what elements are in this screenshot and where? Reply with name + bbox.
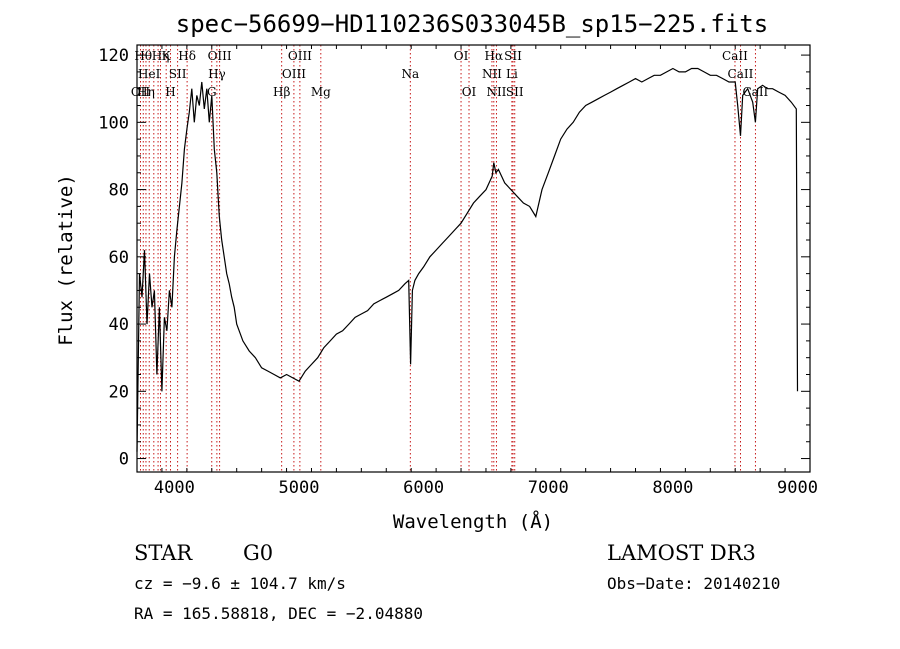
line-marker-label: OI — [454, 49, 469, 63]
line-marker-label: HeI — [138, 67, 161, 81]
y-tick-label: 60 — [109, 248, 129, 268]
line-marker-label: NII — [482, 67, 502, 81]
y-tick-label: 100 — [98, 113, 129, 133]
line-marker-label: Hθ — [134, 49, 152, 63]
line-marker-label: Hη — [152, 49, 170, 63]
line-marker-label: OI — [462, 85, 477, 99]
line-marker-label: Hβ — [273, 85, 290, 99]
axis-ticks: 4000 5000 6000 7000 8000 9000 0 20 40 60 80 100 120 — [98, 45, 818, 498]
line-marker-label: OIII — [208, 49, 232, 63]
x-tick-label: 5000 — [279, 478, 320, 498]
line-marker-label: Hη — [137, 85, 155, 99]
plot-frame — [136, 44, 811, 473]
line-marker-label: H — [165, 85, 175, 99]
line-markers — [140, 45, 756, 472]
line-marker-label: CaII — [728, 67, 754, 81]
y-tick-label: 40 — [109, 315, 129, 335]
x-tick-label: 7000 — [528, 478, 569, 498]
line-marker-label: Hδ — [178, 49, 196, 63]
y-tick-label: 120 — [98, 46, 129, 66]
object-class: STAR — [134, 541, 193, 565]
spectrum-series-line — [136, 67, 799, 452]
line-marker-label: CaII — [742, 85, 768, 99]
line-marker-label: Hγ — [208, 67, 226, 81]
y-tick-label: 0 — [119, 450, 129, 470]
line-marker-label: Na — [401, 67, 419, 81]
line-marker-labels: OIIHθHηHeIHηKHSIIHδGHγOIIIHβOIIIOIIIMgNa… — [131, 49, 769, 99]
x-tick-label: 8000 — [652, 478, 693, 498]
object-subclass: G0 — [243, 541, 273, 565]
line-marker-label: K — [162, 49, 172, 63]
redshift-text: cz = −9.6 ± 104.7 km/s — [134, 574, 346, 593]
line-marker-label: G — [207, 85, 217, 99]
line-marker-label: NII — [486, 85, 506, 99]
x-tick-label: 4000 — [154, 478, 195, 498]
line-marker-label: Li — [506, 67, 518, 81]
x-tick-label: 6000 — [403, 478, 444, 498]
line-marker-label: Mg — [311, 85, 331, 99]
line-marker-label: SII — [169, 67, 187, 81]
y-axis-label: Flux (relative) — [55, 174, 77, 346]
line-marker-label: SII — [504, 49, 522, 63]
line-marker-label: OIII — [288, 49, 312, 63]
y-tick-label: 20 — [109, 382, 129, 402]
coordinates: RA = 165.58818, DEC = −2.04880 — [134, 604, 423, 623]
chart-title: spec−56699−HD110236S033045B_sp15−225.fit… — [176, 10, 768, 38]
x-axis-label: Wavelength (Å) — [393, 510, 553, 533]
y-tick-label: 80 — [109, 181, 129, 201]
line-marker-label: CaII — [722, 49, 748, 63]
line-marker-label: OII — [131, 85, 151, 99]
survey-name: LAMOST DR3 — [607, 541, 756, 565]
line-marker-label: OIII — [282, 67, 306, 81]
line-marker-label: Hα — [485, 49, 504, 63]
line-marker-label: SII — [506, 85, 524, 99]
obs-date: Obs−Date: 20140210 — [607, 574, 780, 593]
x-tick-label: 9000 — [777, 478, 818, 498]
